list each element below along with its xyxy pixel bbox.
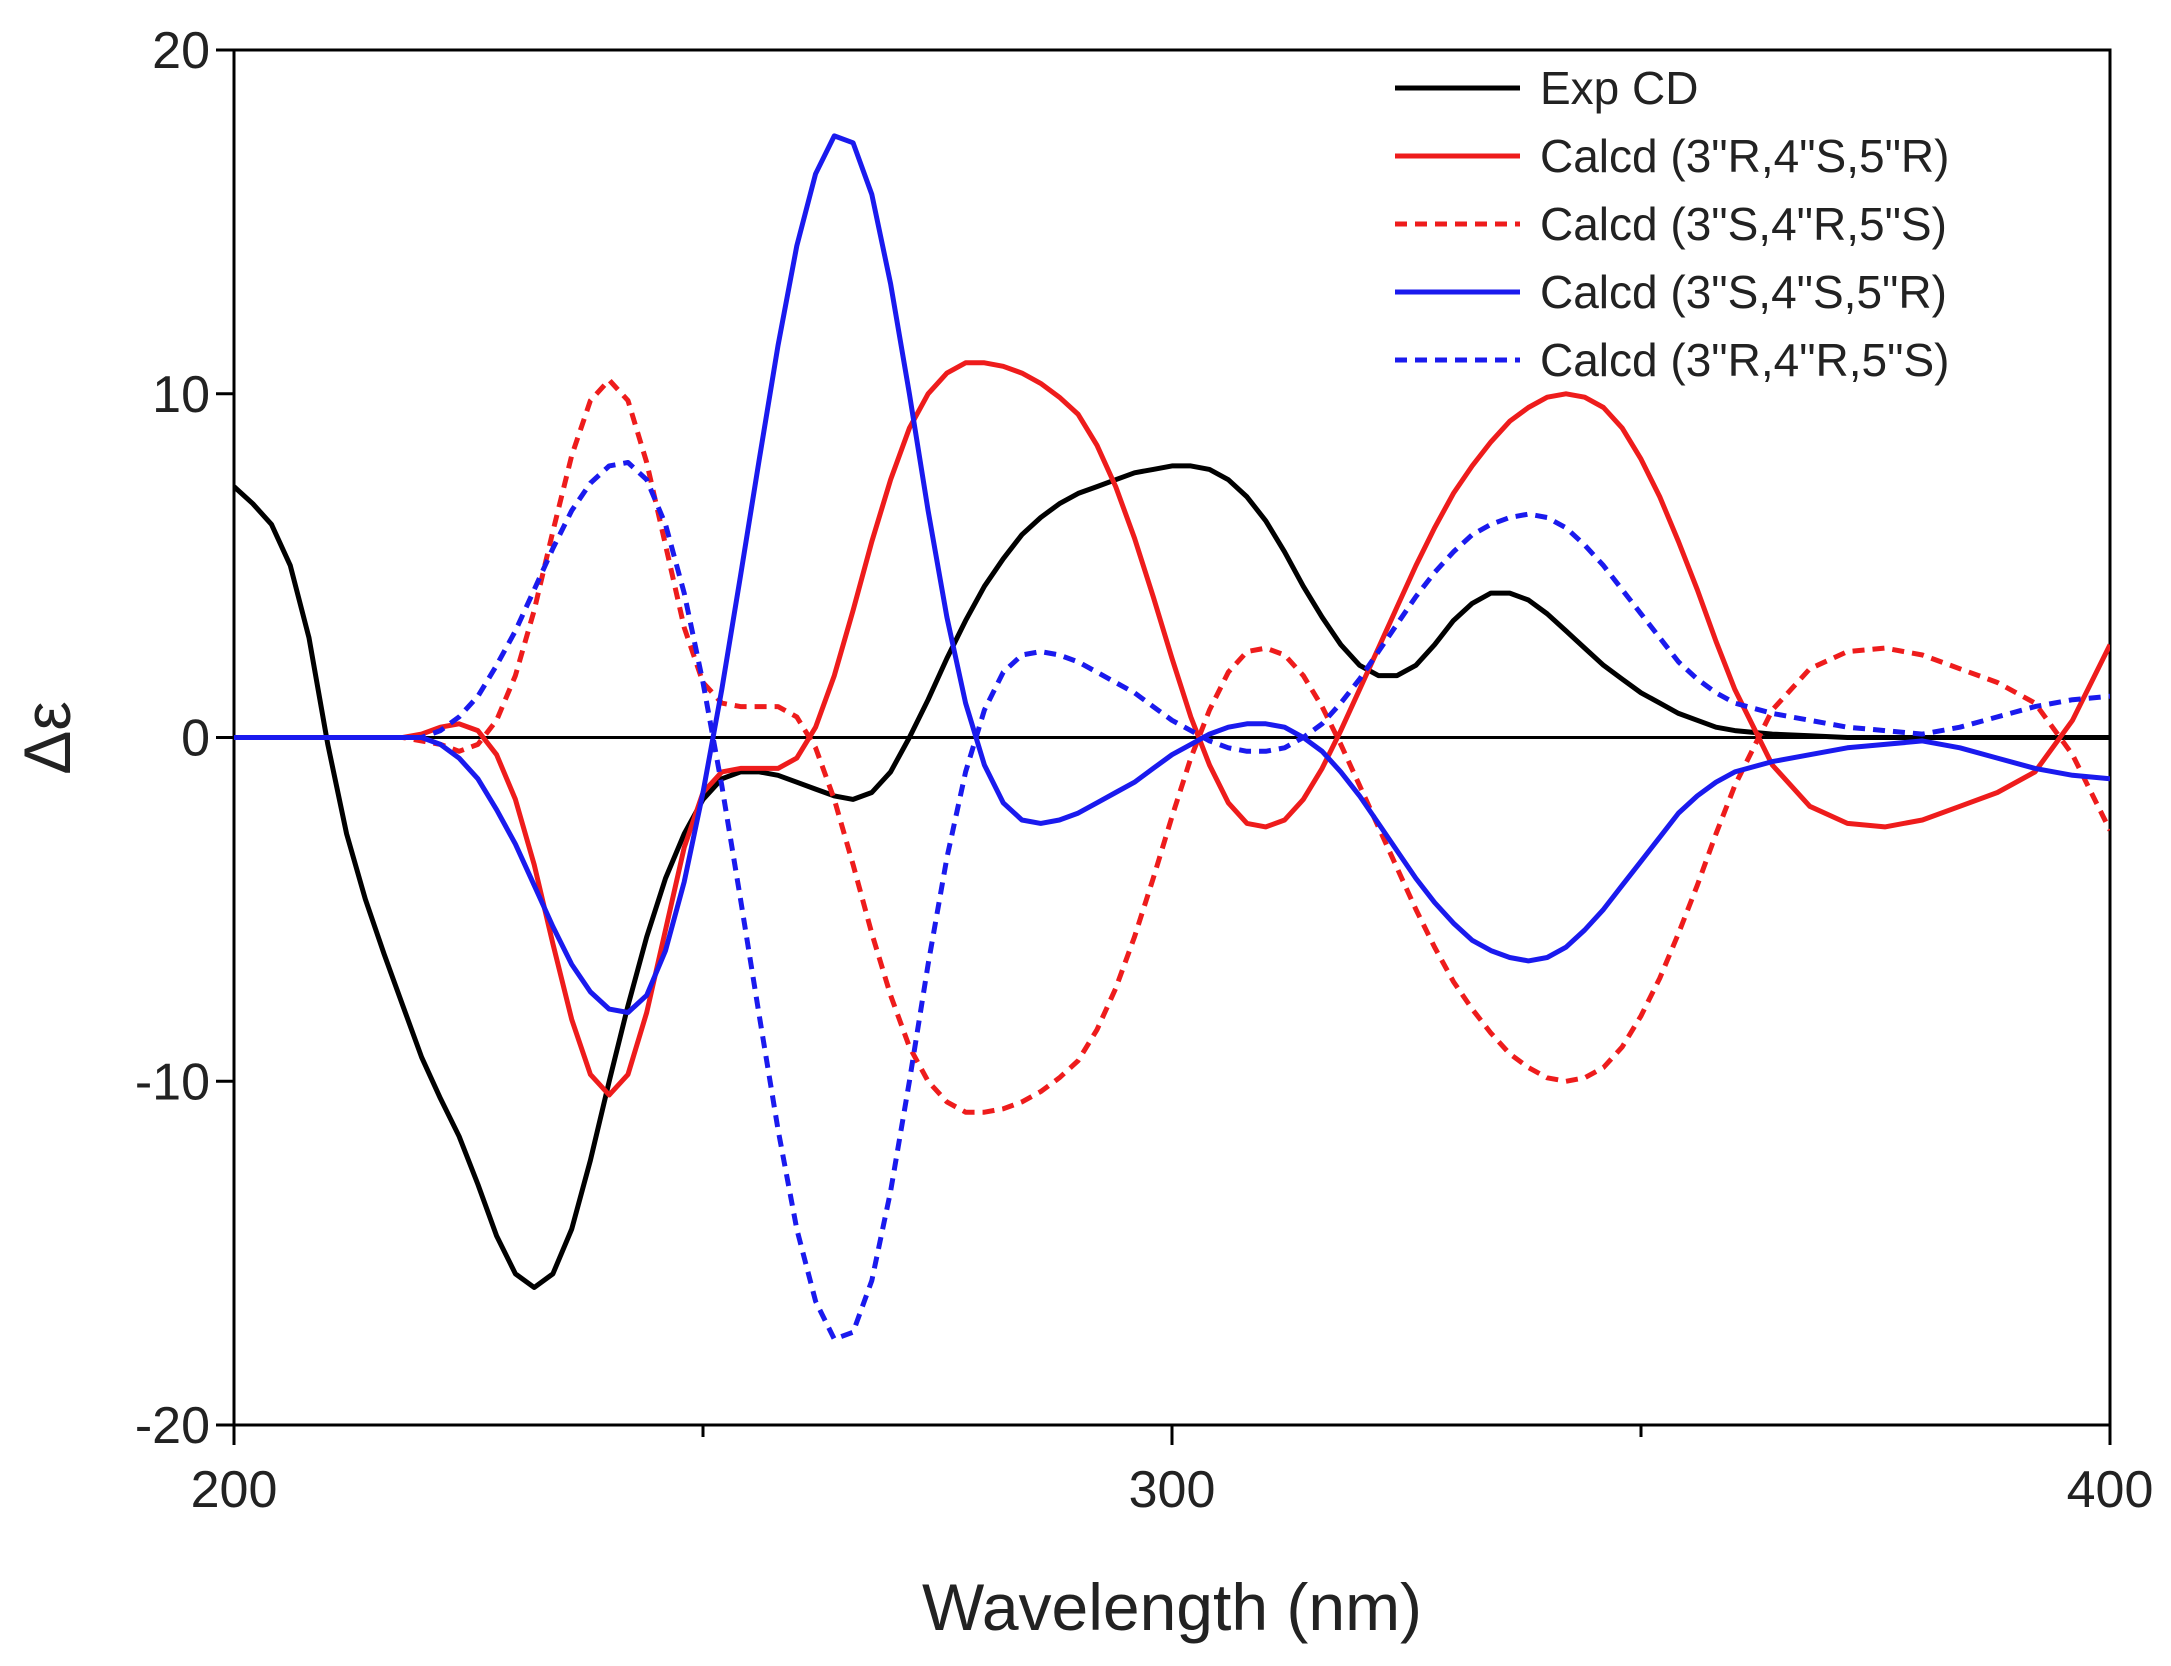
x-tick-label: 200	[191, 1461, 278, 1519]
series-line-2	[234, 360, 2110, 1098]
legend-label-1: Exp CD	[1540, 62, 1698, 114]
x-axis-ticks: 200 300 400	[191, 1425, 2154, 1519]
x-tick-label: 300	[1129, 1461, 1216, 1519]
y-axis-ticks: -20 -10 0 10 20	[135, 22, 234, 1455]
series-line-3	[234, 377, 2110, 1115]
series-line-5	[234, 460, 2110, 1342]
series-lines	[234, 133, 2110, 1342]
y-tick-label: 10	[152, 366, 210, 424]
legend-label-3: Calcd (3"S,4"R,5"S)	[1540, 198, 1947, 250]
x-axis-title: Wavelength (nm)	[922, 1570, 1422, 1644]
y-tick-label: 0	[181, 710, 210, 768]
legend-label-4: Calcd (3"S,4"S,5"R)	[1540, 266, 1947, 318]
series-line-1	[234, 463, 2110, 1290]
legend-label-2: Calcd (3"R,4"S,5"R)	[1540, 130, 1949, 182]
legend: Exp CD Calcd (3"R,4"S,5"R) Calcd (3"S,4"R,…	[1395, 62, 1949, 386]
y-tick-label: -10	[135, 1053, 210, 1111]
y-axis-title: Δε	[10, 701, 84, 775]
y-tick-label: -20	[135, 1397, 210, 1455]
legend-label-5: Calcd (3"R,4"R,5"S)	[1540, 334, 1949, 386]
x-tick-label: 400	[2067, 1461, 2154, 1519]
y-tick-label: 20	[152, 22, 210, 80]
series-line-4	[234, 133, 2110, 1015]
